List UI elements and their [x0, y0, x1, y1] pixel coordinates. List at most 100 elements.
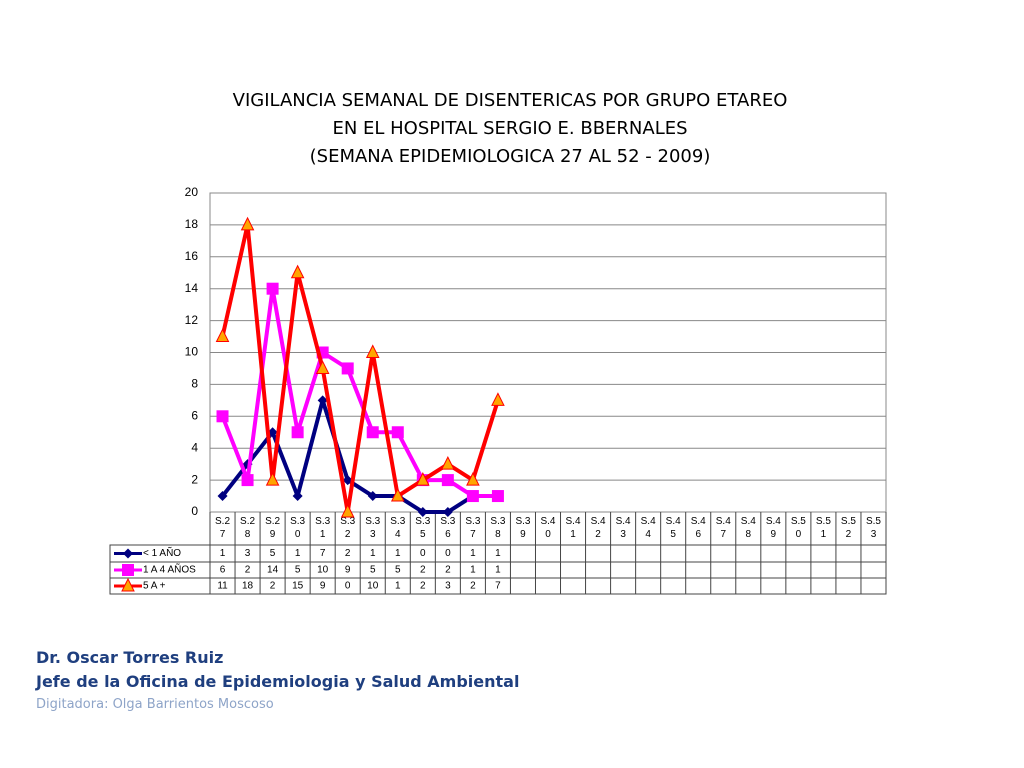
x-tick-label: S.4 2	[591, 516, 606, 540]
marker	[122, 564, 134, 576]
table-value: 1	[395, 581, 401, 592]
x-tick-label: S.2 8	[240, 516, 255, 540]
x-tick-label: S.3 0	[290, 516, 305, 540]
y-tick-label: 10	[185, 345, 199, 359]
x-tick-label: S.3 5	[415, 516, 430, 540]
marker	[121, 577, 135, 592]
y-tick-label: 16	[185, 249, 199, 263]
marker	[365, 344, 380, 358]
table-value: 5	[395, 565, 401, 576]
x-tick-label: S.4 3	[616, 516, 631, 540]
legend-label: 5 A +	[143, 581, 166, 592]
table-value: 2	[445, 565, 451, 576]
x-tick-label: S.3 9	[515, 516, 530, 540]
table-value: 5	[270, 548, 276, 559]
chart-title: VIGILANCIA SEMANAL DE DISENTERICAS POR G…	[233, 90, 788, 111]
x-tick-label: S.3 3	[365, 516, 380, 540]
marker	[291, 426, 304, 439]
legend-label: 1 A 4 AÑOS	[143, 563, 196, 576]
author: Dr. Oscar Torres Ruiz	[36, 648, 224, 667]
table-value: 1	[495, 565, 501, 576]
table-value: 9	[345, 565, 351, 576]
legend-label: < 1 AÑO	[143, 546, 181, 559]
marker	[340, 503, 355, 518]
y-tick-label: 2	[191, 472, 198, 486]
chart-title: EN EL HOSPITAL SERGIO E. BBERNALES	[332, 118, 687, 139]
y-tick-label: 12	[185, 313, 199, 327]
table-value: 0	[420, 548, 426, 559]
marker	[441, 474, 454, 487]
marker	[265, 471, 280, 486]
table-value: 1	[495, 548, 501, 559]
marker	[441, 456, 455, 470]
role: Jefe de la Oficina de Epidemiologia y Sa…	[36, 672, 520, 691]
x-tick-label: S.5 2	[841, 516, 856, 540]
marker	[342, 475, 353, 486]
marker	[366, 426, 379, 439]
x-tick-label: S.4 8	[741, 516, 756, 540]
x-tick-label: S.2 7	[215, 516, 230, 540]
table-value: 0	[345, 581, 351, 592]
marker	[317, 395, 328, 406]
marker	[292, 491, 303, 502]
marker	[417, 507, 428, 517]
marker	[216, 410, 229, 423]
x-tick-label: S.3 4	[390, 516, 405, 540]
table-value: 2	[420, 565, 426, 576]
x-tick-label: S.5 1	[816, 516, 831, 540]
marker	[217, 491, 228, 502]
table-value: 1	[295, 548, 301, 559]
marker	[367, 491, 378, 502]
x-tick-label: S.4 6	[691, 516, 706, 540]
table-value: 11	[217, 581, 228, 592]
x-tick-label: S.4 4	[641, 516, 656, 540]
x-tick-label: S.3 7	[465, 516, 480, 540]
marker	[390, 487, 405, 502]
x-tick-label: S.4 9	[766, 516, 781, 540]
table-value: 10	[367, 581, 379, 592]
x-tick-label: S.4 0	[540, 516, 555, 540]
y-tick-label: 14	[185, 281, 199, 295]
marker	[241, 474, 254, 487]
marker	[391, 426, 404, 439]
x-tick-label: S.3 1	[315, 516, 330, 540]
table-value: 2	[245, 565, 251, 576]
table-value: 6	[220, 565, 226, 576]
x-tick-label: S.2 9	[265, 516, 280, 540]
y-tick-label: 8	[191, 377, 198, 391]
x-tick-label: S.3 8	[490, 516, 505, 540]
marker	[466, 471, 480, 486]
table-value: 18	[242, 581, 254, 592]
marker	[416, 471, 430, 486]
typist: Digitadora: Olga Barrientos Moscoso	[36, 697, 274, 712]
table-value: 1	[470, 548, 476, 559]
y-tick-label: 0	[191, 504, 198, 518]
marker	[240, 216, 255, 231]
x-tick-label: S.4 1	[566, 516, 581, 540]
x-tick-label: S.4 7	[716, 516, 731, 540]
table-value: 0	[445, 548, 451, 559]
x-tick-label: S.3 2	[340, 516, 355, 540]
y-tick-label: 4	[191, 440, 198, 454]
marker	[123, 548, 133, 559]
table-value: 3	[445, 581, 451, 592]
table-value: 2	[470, 581, 476, 592]
table-value: 14	[267, 565, 279, 576]
table-value: 15	[292, 581, 304, 592]
chart: VIGILANCIA SEMANAL DE DISENTERICAS POR G…	[109, 90, 887, 595]
table-value: 9	[320, 581, 326, 592]
marker	[315, 360, 330, 374]
marker	[341, 362, 354, 375]
y-tick-label: 6	[191, 408, 198, 422]
table-value: 1	[395, 548, 401, 559]
x-tick-label: S.3 6	[440, 516, 455, 540]
marker	[466, 490, 479, 503]
marker	[491, 490, 504, 503]
table-value: 7	[320, 548, 326, 559]
table-value: 5	[295, 565, 301, 576]
chart-title: (SEMANA EPIDEMIOLOGICA 27 AL 52 - 2009)	[310, 146, 711, 167]
x-tick-label: S.4 5	[666, 516, 681, 540]
table-value: 7	[495, 581, 501, 592]
table-value: 10	[317, 565, 329, 576]
